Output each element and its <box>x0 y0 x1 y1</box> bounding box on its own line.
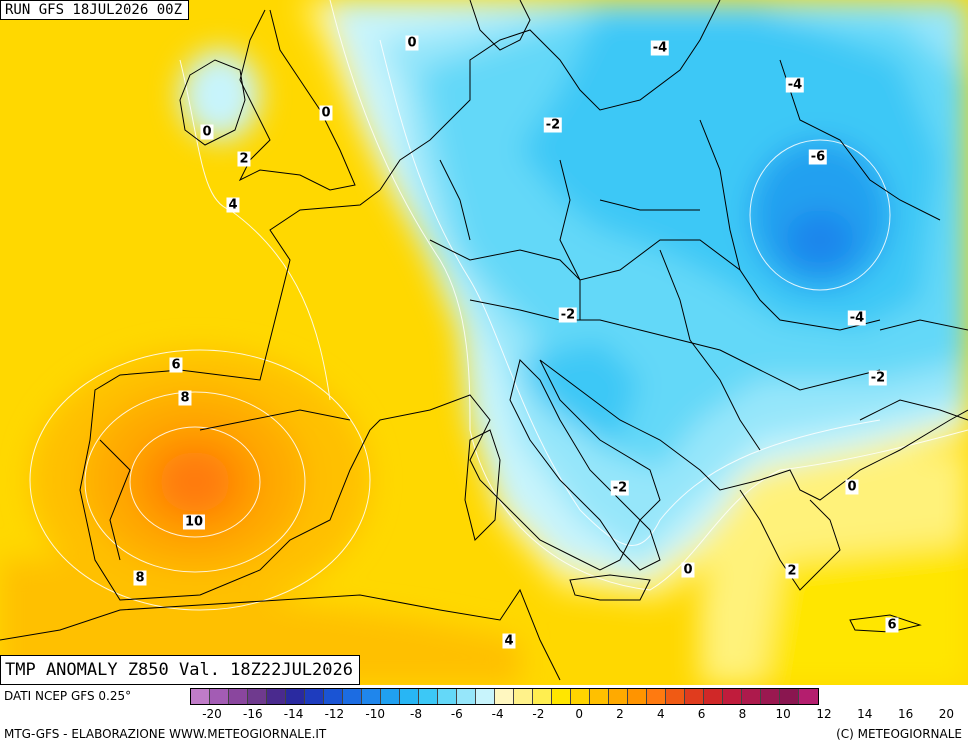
map-area: 0 -4 -4 0 -2 0 -6 2 4 -2 -4 6 -2 8 -2 0 … <box>0 0 968 685</box>
colorbar-swatch <box>419 689 438 704</box>
colorbar-swatch <box>552 689 571 704</box>
contour-label: 6 <box>169 357 183 373</box>
colorbar-swatch <box>495 689 514 704</box>
colorbar-swatch <box>229 689 248 704</box>
run-label: RUN GFS 18JUL2026 00Z <box>0 0 190 20</box>
colorbar-tick-label: -8 <box>410 707 422 721</box>
colorbar-swatch <box>457 689 476 704</box>
contour-label: -2 <box>543 117 563 133</box>
contour-label: 0 <box>200 124 214 140</box>
colorbar-ticks: -20 -16 -14 -12 -10 -8 -6 -4 -2 0 2 4 6 8 10 12 14 16 20 <box>190 707 968 723</box>
contour-label: -4 <box>785 77 805 93</box>
colorbar-tick-label: 10 <box>775 707 791 721</box>
contour-label: 8 <box>133 570 147 586</box>
colorbar-tick-label: 12 <box>816 707 832 721</box>
contour-label: 10 <box>182 514 206 530</box>
colorbar-swatch <box>381 689 400 704</box>
colorbar-tick-label: 2 <box>616 707 624 721</box>
colorbar-swatch <box>514 689 533 704</box>
colorbar-swatch <box>248 689 267 704</box>
contour-label: 0 <box>405 35 419 51</box>
colorbar-tick-label: 4 <box>656 707 665 721</box>
colorbar-swatch <box>590 689 609 704</box>
colorbar-swatch <box>324 689 343 704</box>
colorbar-swatch <box>267 689 286 704</box>
colorbar-swatch <box>780 689 799 704</box>
colorbar-tick-label: 20 <box>938 707 955 721</box>
colorbar-tick-label: -2 <box>532 707 545 721</box>
contour-label: 6 <box>885 617 899 633</box>
colorbar-swatch <box>685 689 704 704</box>
colorbar-swatch <box>400 689 419 704</box>
temperature-anomaly-map <box>0 0 968 685</box>
colorbar-tick-label: -14 <box>283 707 304 721</box>
colorbar-swatch <box>647 689 666 704</box>
colorbar-swatch <box>609 689 628 704</box>
colorbar-swatch <box>210 689 229 704</box>
map-title: TMP ANOMALY Z850 Val. 18Z22JUL2026 <box>0 655 360 685</box>
colorbar-swatch <box>305 689 324 704</box>
contour-label: 0 <box>319 105 333 121</box>
colorbar-tick-label: -20 <box>202 707 222 721</box>
colorbar-swatch <box>191 689 210 704</box>
contour-label: 4 <box>502 633 516 649</box>
colorbar-swatch <box>704 689 723 704</box>
colorbar-tick-label: 16 <box>897 707 914 721</box>
colorbar-tick-label: -10 <box>365 707 385 721</box>
colorbar-swatch <box>533 689 552 704</box>
colorbar-tick-label: -16 <box>242 707 263 721</box>
contour-label: 4 <box>226 197 240 213</box>
contour-label: -2 <box>558 307 578 323</box>
contour-label: -2 <box>868 370 888 386</box>
colorbar-swatch <box>343 689 362 704</box>
contour-label: 8 <box>178 390 192 406</box>
contour-label: 2 <box>237 151 251 167</box>
colorbar-tick-label: 8 <box>738 707 747 721</box>
copyright-label: (C) METEOGIORNALE <box>836 727 962 741</box>
contour-label: 2 <box>785 563 799 579</box>
contour-label: -6 <box>808 149 828 165</box>
contour-label: 0 <box>681 562 695 578</box>
footer-credit: MTG-GFS - ELABORAZIONE WWW.METEOGIORNALE… <box>4 727 327 741</box>
colorbar-swatch <box>286 689 305 704</box>
contour-label: -4 <box>650 40 670 56</box>
colorbar-tick-label: -4 <box>491 707 504 721</box>
data-source-label: DATI NCEP GFS 0.25° <box>4 689 132 703</box>
colorbar-swatch <box>742 689 761 704</box>
colorbar-swatch <box>476 689 495 704</box>
colorbar-swatch <box>723 689 742 704</box>
colorbar-swatch <box>438 689 457 704</box>
colorbar-swatch <box>666 689 685 704</box>
colorbar-tick-label: 6 <box>697 707 706 721</box>
colorbar-swatch <box>799 689 818 704</box>
contour-label: -2 <box>610 480 630 496</box>
colorbar-swatch <box>628 689 647 704</box>
colorbar-tick-label: -6 <box>450 707 463 721</box>
colorbar-swatch <box>571 689 590 704</box>
colorbar-swatch <box>761 689 780 704</box>
colorbar-swatch <box>362 689 381 704</box>
colorbar-tick-label: -12 <box>324 707 345 721</box>
colorbar <box>190 688 819 705</box>
contour-label: 0 <box>845 479 859 495</box>
legend: DATI NCEP GFS 0.25° -20 -16 -14 -12 -10 -8 -6-… <box>0 685 968 745</box>
contour-label: -4 <box>847 310 867 326</box>
colorbar-tick-label: 0 <box>575 707 584 721</box>
colorbar-tick-label: 14 <box>857 707 873 721</box>
